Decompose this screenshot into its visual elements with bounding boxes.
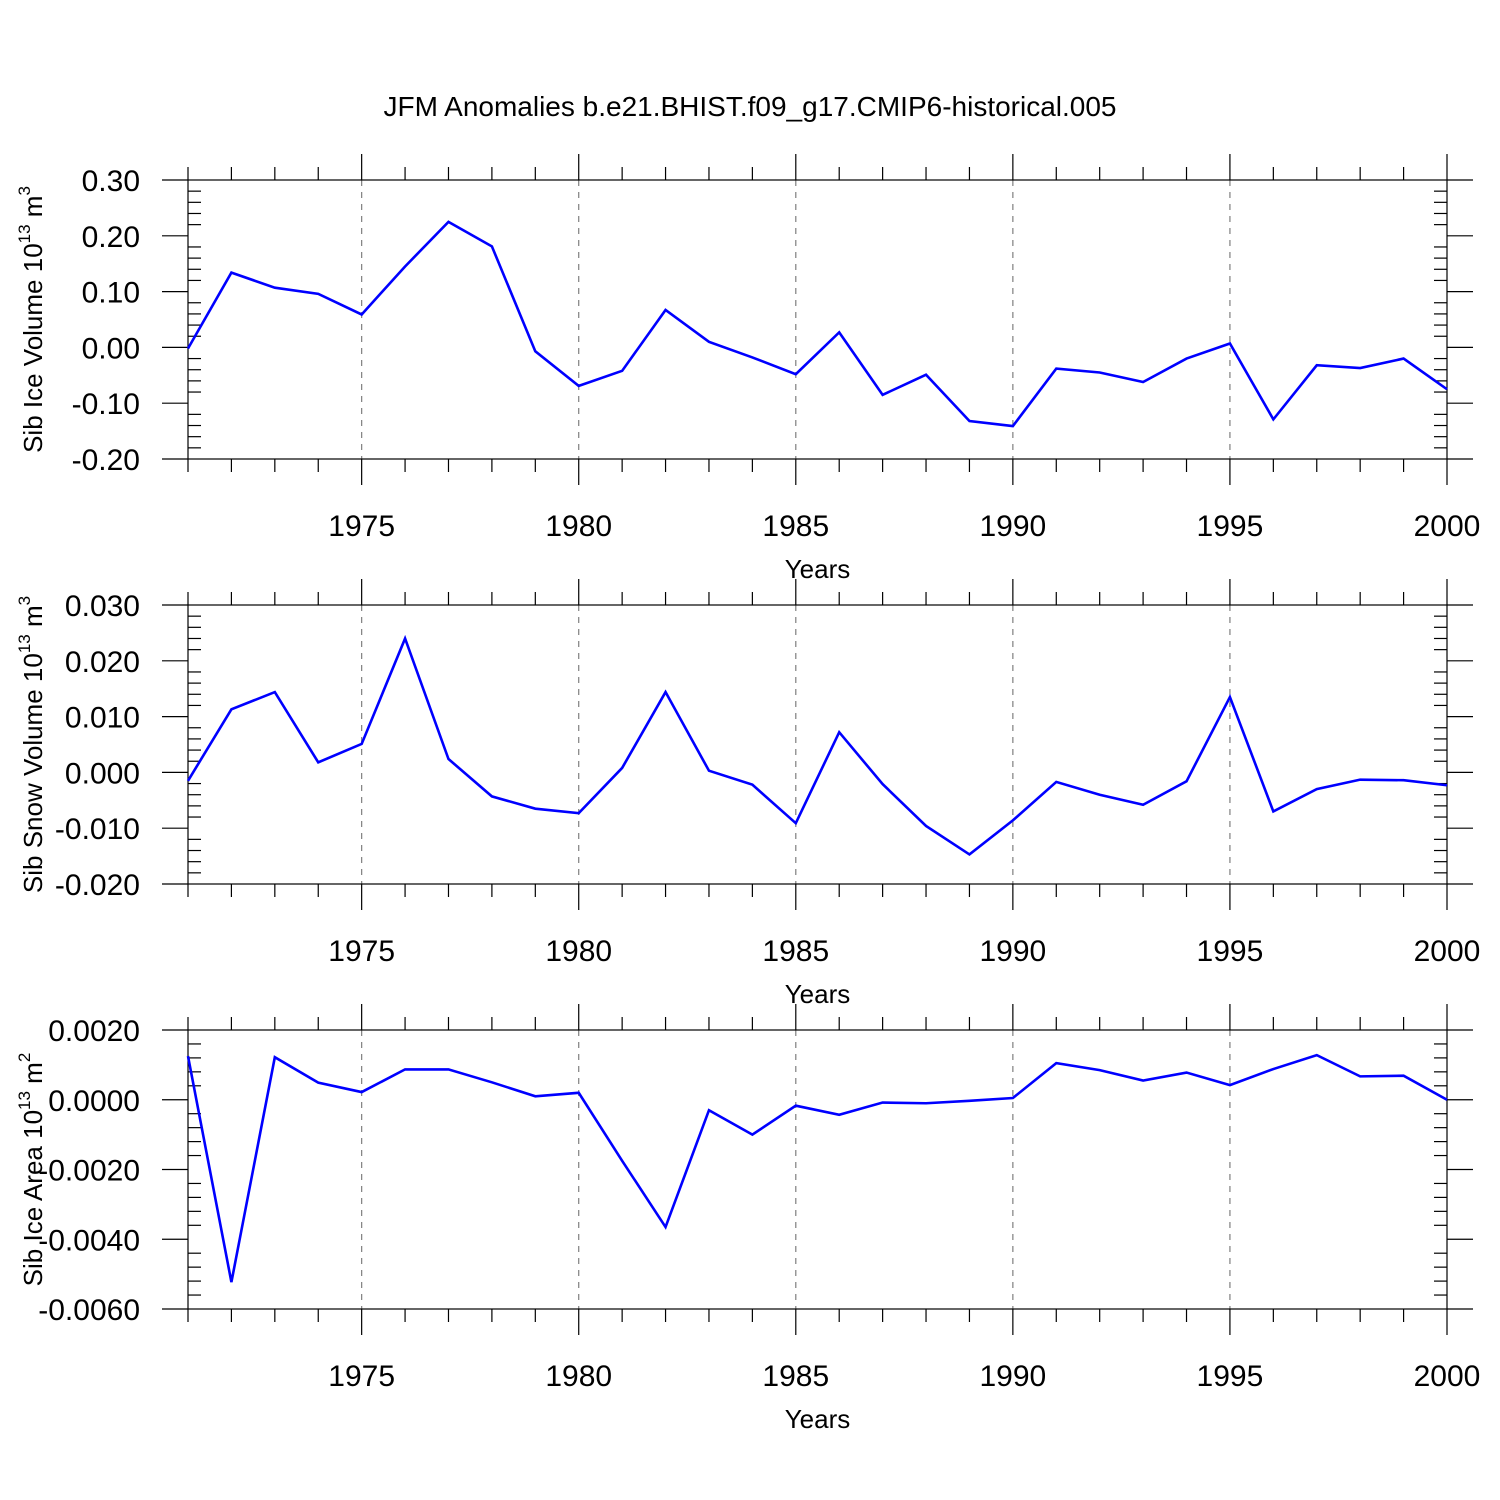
y-axis-title: Sib Ice Volume 1013 m3: [15, 186, 48, 453]
chart-title: JFM Anomalies b.e21.BHIST.f09_g17.CMIP6-…: [383, 91, 1116, 122]
x-tick-label: 1985: [762, 1360, 829, 1393]
x-tick-label: 1980: [545, 1360, 612, 1393]
x-tick-label: 1980: [545, 510, 612, 543]
y-tick-label: 0.00: [82, 332, 140, 365]
x-axis-title: Years: [785, 979, 851, 1009]
y-tick-label: 0.030: [65, 590, 140, 623]
x-tick-label: 1990: [979, 935, 1046, 968]
y-tick-label: 0.0020: [48, 1015, 140, 1048]
y-tick-label: -0.0040: [38, 1224, 140, 1257]
panel-ice-volume: -0.20 -0.10 0.00 0.10 0.20 0.30 1975 1980 1985 19…: [15, 154, 1480, 584]
plot-frame: [187, 604, 1448, 885]
series-line: [186, 634, 1448, 857]
x-tick-label: 1975: [328, 1360, 395, 1393]
y-tick-label: 0.010: [65, 702, 140, 735]
y-tick-label: -0.020: [55, 869, 140, 902]
x-tick-label: 1995: [1197, 510, 1264, 543]
y-tick-label: 0.20: [82, 221, 140, 254]
x-tick-label: 2000: [1414, 935, 1481, 968]
x-axis-title: Years: [785, 554, 851, 584]
y-tick-label: 0.10: [82, 277, 140, 310]
x-tick-label: 2000: [1414, 510, 1481, 543]
y-axis-title: Sib Snow Volume 1013 m3: [15, 596, 48, 893]
y-tick-label: 0.0000: [48, 1085, 140, 1118]
y-tick-label: 0.020: [65, 646, 140, 679]
y-tick-label: -0.0060: [38, 1294, 140, 1327]
x-tick-label: 1985: [762, 935, 829, 968]
x-tick-label: 1975: [328, 935, 395, 968]
y-tick-label: 0.000: [65, 757, 140, 790]
plot-frame: [187, 1029, 1448, 1310]
y-tick-label: -0.0020: [38, 1155, 140, 1188]
y-tick-label: -0.20: [72, 444, 140, 477]
x-axis-title: Years: [785, 1404, 851, 1434]
chart-panels: -0.20 -0.10 0.00 0.10 0.20 0.30 1975 1980 1985 19…: [15, 154, 1480, 1434]
x-tick-label: 1995: [1197, 935, 1264, 968]
x-tick-label: 1995: [1197, 1360, 1264, 1393]
y-tick-label: 0.30: [82, 165, 140, 198]
y-tick-label: -0.010: [55, 813, 140, 846]
x-tick-label: 1975: [328, 510, 395, 543]
plot-frame: [187, 179, 1448, 460]
x-tick-label: 1985: [762, 510, 829, 543]
x-tick-label: 2000: [1414, 1360, 1481, 1393]
panel-snow-volume: -0.020 -0.010 0.000 0.010 0.020 0.030 1975 1980…: [15, 579, 1480, 1009]
y-axis-title: Sib Ice Area 1013 m2: [15, 1053, 48, 1287]
x-tick-label: 1980: [545, 935, 612, 968]
series-line: [186, 220, 1448, 428]
x-tick-label: 1990: [979, 510, 1046, 543]
panel-ice-area: -0.0060 -0.0040 -0.0020 0.0000 0.0020 1975 198…: [15, 1004, 1480, 1434]
series-line: [186, 1053, 1448, 1283]
y-tick-label: -0.10: [72, 388, 140, 421]
x-tick-label: 1990: [979, 1360, 1046, 1393]
